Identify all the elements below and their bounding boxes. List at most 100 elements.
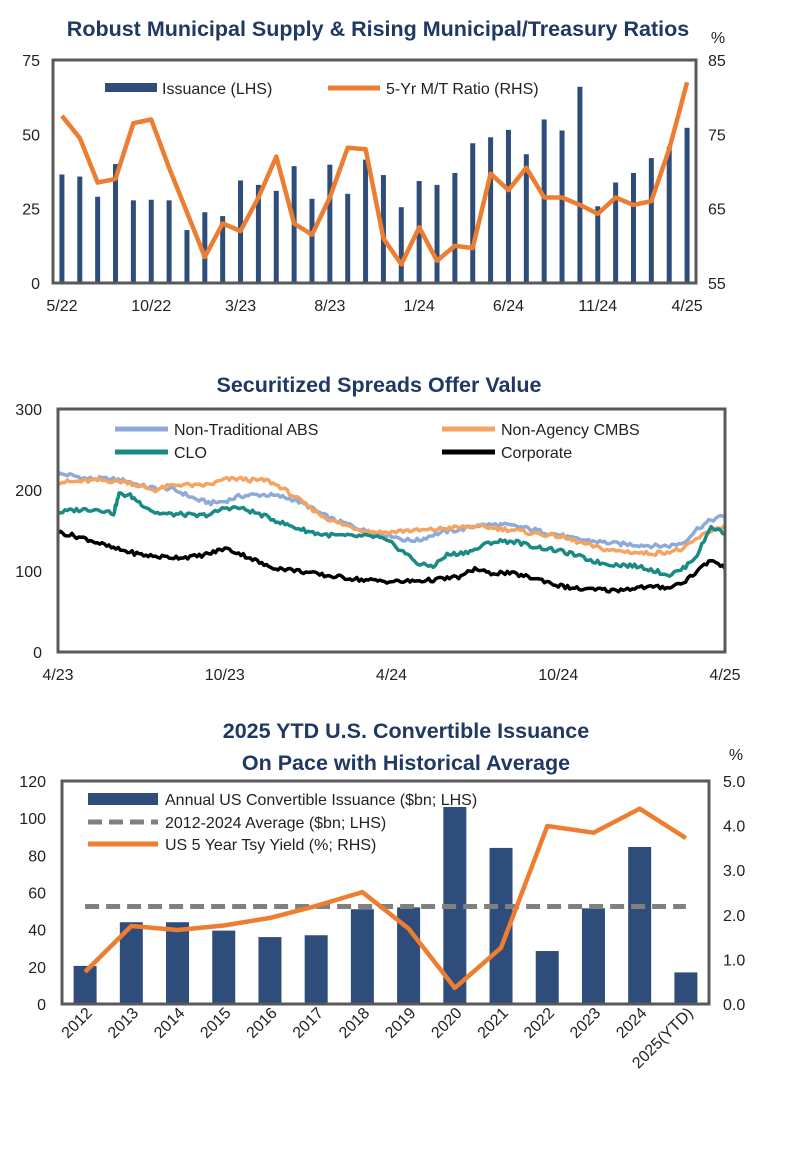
legend-label-clo: CLO — [174, 445, 207, 462]
issuance-bar — [77, 176, 83, 283]
convertible-issuance-bar — [258, 937, 282, 1004]
legend-label-issuance: Issuance (LHS) — [162, 81, 272, 98]
chart3-title-line1: 2025 YTD U.S. Convertible Issuance — [223, 719, 589, 743]
issuance-bar — [577, 86, 583, 283]
issuance-bar — [630, 172, 636, 283]
y-left-tick-label: 20 — [28, 960, 46, 977]
chart3-title-line2: On Pace with Historical Average — [242, 751, 570, 775]
issuance-bar — [255, 184, 261, 283]
y-tick-label: 0 — [33, 645, 42, 662]
issuance-bar — [363, 159, 369, 283]
y-right-tick-label: 5.0 — [723, 774, 745, 791]
issuance-bar — [505, 129, 511, 283]
legend-swatch-convertible-issuance — [88, 793, 158, 805]
y-tick-label: 100 — [15, 564, 42, 581]
legend-label-corporate: Corporate — [501, 445, 572, 462]
x-tick-label: 2019 — [382, 1005, 419, 1042]
legend-label-tsy-yield: US 5 Year Tsy Yield (%; RHS) — [165, 837, 376, 854]
chart3-legend: Annual US Convertible Issuance ($bn; LHS… — [88, 792, 477, 854]
x-tick-label: 2021 — [475, 1005, 512, 1042]
convertible-issuance-bar — [73, 965, 97, 1004]
chart1-title: Robust Municipal Supply & Rising Municip… — [67, 17, 689, 41]
issuance-bar — [488, 137, 494, 283]
issuance-bar — [113, 164, 119, 283]
chart1-legend: Issuance (LHS) 5-Yr M/T Ratio (RHS) — [105, 81, 539, 98]
x-tick-label: 2015 — [197, 1005, 234, 1042]
y-left-tick-label: 120 — [19, 774, 46, 791]
y-left-tick-label: 50 — [22, 127, 40, 144]
issuance-bar — [523, 154, 529, 283]
x-tick-label: 4/24 — [376, 667, 407, 684]
issuance-bar — [95, 196, 101, 283]
legend-swatch-issuance — [105, 83, 157, 92]
chart2-title: Securitized Spreads Offer Value — [216, 373, 541, 397]
x-tick-label: 8/23 — [314, 298, 345, 315]
issuance-bar — [327, 164, 333, 283]
x-tick-label: 6/24 — [493, 298, 524, 315]
x-tick-label: 4/25 — [671, 298, 702, 315]
issuance-bar — [452, 172, 458, 283]
corporate-line — [56, 529, 727, 594]
tsy-yield-line — [83, 806, 688, 991]
issuance-bar — [59, 174, 65, 283]
municipal-chart: Robust Municipal Supply & Rising Municip… — [22, 17, 726, 315]
issuance-bar — [166, 200, 172, 283]
clo-line — [57, 491, 726, 578]
issuance-bar — [559, 130, 565, 283]
x-tick-label: 2022 — [521, 1005, 558, 1042]
y-tick-label: 200 — [15, 483, 42, 500]
x-tick-label: 2023 — [567, 1005, 604, 1042]
chart2-legend: Non-Traditional ABS Non-Agency CMBS CLO … — [115, 422, 640, 462]
x-tick-label: 2024 — [613, 1005, 650, 1042]
y-right-tick-label: 4.0 — [723, 819, 745, 836]
issuance-bar — [666, 146, 672, 283]
convertible-issuance-bar — [350, 909, 374, 1004]
y-right-tick-label: 65 — [708, 202, 726, 219]
y-left-tick-label: 0 — [37, 997, 46, 1014]
y-left-tick-label: 0 — [31, 276, 40, 293]
y-right-tick-label: 2.0 — [723, 908, 745, 925]
convertible-issuance-bar — [119, 922, 143, 1004]
x-tick-label: 2017 — [290, 1005, 327, 1042]
y-left-tick-label: 40 — [28, 923, 46, 940]
x-tick-label: 3/23 — [225, 298, 256, 315]
legend-label-average: 2012-2024 Average ($bn; LHS) — [165, 815, 386, 832]
mt-ratio-line — [60, 81, 690, 267]
y-left-tick-label: 80 — [28, 848, 46, 865]
issuance-bar — [470, 143, 476, 283]
x-tick-label: 2016 — [244, 1005, 281, 1042]
y-right-tick-label: 1.0 — [723, 952, 745, 969]
x-tick-label: 1/24 — [404, 298, 435, 315]
legend-label-ntabs: Non-Traditional ABS — [174, 422, 318, 439]
y-right-tick-label: 3.0 — [723, 863, 745, 880]
x-tick-label: 10/22 — [131, 298, 171, 315]
issuance-bar — [684, 127, 690, 284]
convertible-issuance-bar — [397, 907, 421, 1004]
y-right-tick-label: 75 — [708, 127, 726, 144]
chart3-plot-frame — [60, 779, 711, 1006]
y-right-tick-label: 85 — [708, 53, 726, 70]
y-tick-label: 300 — [15, 402, 42, 419]
convertible-issuance-bar — [489, 847, 513, 1004]
y-right-tick-label: 55 — [708, 276, 726, 293]
chart1-plot-frame — [51, 58, 698, 285]
securitized-spreads-chart: Securitized Spreads Offer Value 0 100 200 3… — [15, 373, 740, 684]
x-tick-label: 4/23 — [42, 667, 73, 684]
legend-label-mt-ratio: 5-Yr M/T Ratio (RHS) — [386, 81, 539, 98]
issuance-bar — [648, 158, 654, 283]
x-tick-label: 2018 — [336, 1005, 373, 1042]
x-tick-label: 11/24 — [578, 298, 617, 315]
convertible-issuance-bar — [166, 922, 190, 1004]
x-tick-label: 10/24 — [538, 667, 578, 684]
issuance-bar — [345, 193, 351, 283]
x-tick-label: 5/22 — [46, 298, 77, 315]
y-right-tick-label: 0.0 — [723, 997, 745, 1014]
non-traditional-abs-line — [56, 471, 726, 550]
convertible-issuance-bar — [581, 908, 605, 1004]
non-agency-cmbs-line — [57, 475, 727, 557]
issuance-bar — [595, 206, 601, 283]
convertible-issuance-bar — [535, 951, 559, 1004]
issuance-bar — [273, 190, 279, 283]
issuance-bar — [184, 230, 190, 283]
